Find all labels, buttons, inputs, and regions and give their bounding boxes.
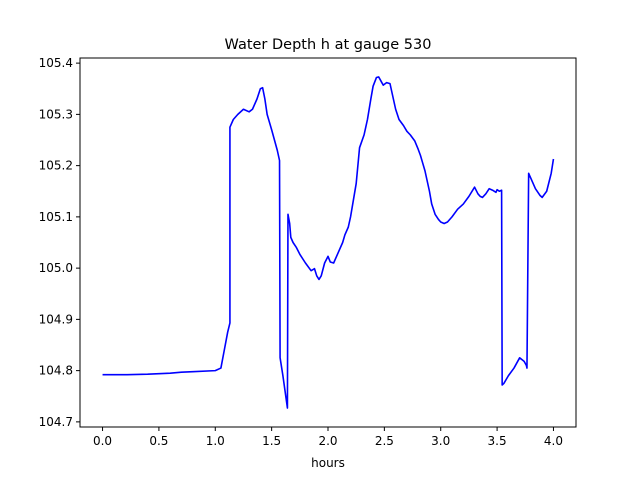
x-tick-label: 3.0 (431, 434, 450, 448)
y-tick-label: 105.3 (39, 107, 73, 121)
chart-title: Water Depth h at gauge 530 (225, 37, 432, 53)
y-tick-label: 105.1 (39, 210, 73, 224)
x-tick-label: 3.5 (488, 434, 507, 448)
x-axis: 0.0 0.5 1.0 1.5 2.0 2.5 3.0 3.5 4.0 (93, 427, 563, 448)
x-tick-label: 0.0 (93, 434, 112, 448)
y-tick-label: 104.8 (39, 364, 73, 378)
x-tick-label: 1.0 (206, 434, 225, 448)
x-axis-label: hours (311, 456, 345, 470)
x-tick-label: 2.0 (318, 434, 337, 448)
y-axis: 104.7 104.8 104.9 105.0 105.1 105.2 105.3 105.4 (39, 56, 80, 429)
y-tick-label: 104.7 (39, 415, 73, 429)
y-tick-label: 105.2 (39, 159, 73, 173)
x-tick-label: 4.0 (544, 434, 563, 448)
x-tick-label: 2.5 (375, 434, 394, 448)
y-tick-label: 104.9 (39, 312, 73, 326)
y-tick-label: 105.0 (39, 261, 73, 275)
x-tick-label: 0.5 (149, 434, 168, 448)
y-tick-label: 105.4 (39, 56, 73, 70)
series-line-0 (102, 76, 555, 409)
plot-layer (102, 76, 555, 409)
x-tick-label: 1.5 (262, 434, 281, 448)
